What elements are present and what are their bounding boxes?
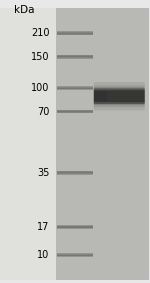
- FancyBboxPatch shape: [94, 90, 144, 102]
- FancyBboxPatch shape: [94, 82, 145, 110]
- Bar: [57, 226, 93, 228]
- Bar: [57, 171, 93, 175]
- Bar: [57, 110, 93, 113]
- Bar: [57, 87, 93, 89]
- Text: 35: 35: [37, 168, 50, 178]
- FancyBboxPatch shape: [94, 88, 145, 104]
- Bar: [57, 226, 93, 228]
- Bar: [57, 55, 93, 59]
- Bar: [57, 55, 93, 58]
- Text: kDa: kDa: [14, 5, 34, 15]
- Text: 100: 100: [31, 83, 50, 93]
- Bar: [0, 8, 56, 280]
- Text: 70: 70: [37, 106, 50, 117]
- Bar: [57, 88, 93, 89]
- Bar: [57, 171, 93, 174]
- Text: 150: 150: [31, 52, 50, 62]
- Bar: [57, 254, 93, 256]
- FancyBboxPatch shape: [94, 85, 145, 107]
- Bar: [57, 255, 93, 256]
- Bar: [57, 32, 93, 35]
- FancyBboxPatch shape: [94, 87, 145, 105]
- Bar: [57, 110, 93, 113]
- Bar: [57, 253, 93, 257]
- Text: 17: 17: [37, 222, 50, 232]
- Bar: [57, 33, 93, 34]
- Text: 210: 210: [31, 28, 50, 38]
- Bar: [57, 111, 93, 112]
- Bar: [56, 8, 148, 280]
- Text: 10: 10: [37, 250, 50, 260]
- Bar: [57, 172, 93, 173]
- FancyBboxPatch shape: [94, 91, 107, 101]
- Bar: [57, 86, 93, 90]
- Bar: [57, 225, 93, 229]
- Bar: [57, 31, 93, 35]
- Bar: [57, 56, 93, 57]
